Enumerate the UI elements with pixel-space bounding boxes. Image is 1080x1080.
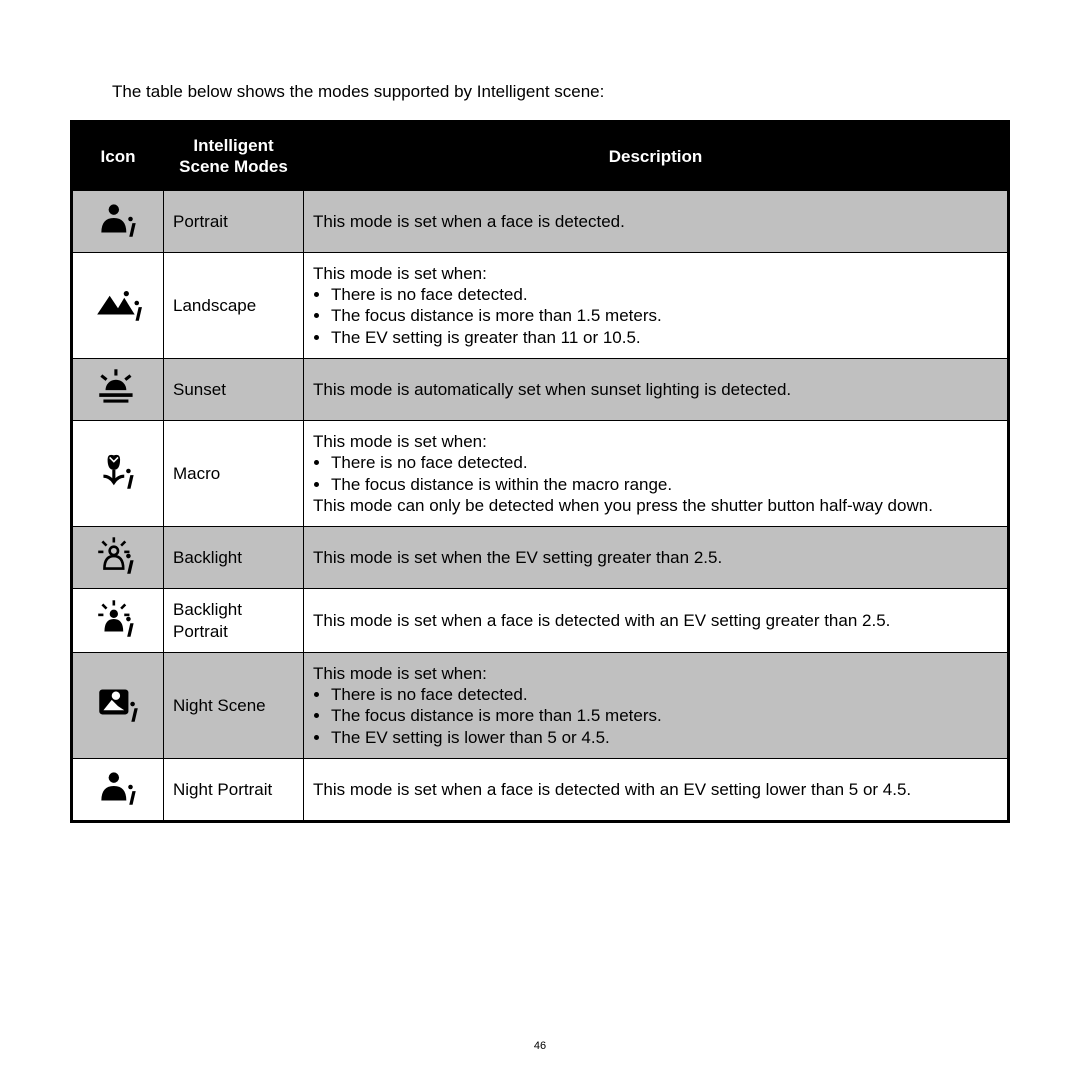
scene-modes-table: Icon Intelligent Scene Modes Description… (70, 120, 1010, 823)
mode-name: Sunset (164, 358, 304, 420)
mode-name: Backlight (164, 527, 304, 589)
table-row: MacroThis mode is set when:There is no f… (72, 421, 1009, 527)
mode-name: Landscape (164, 252, 304, 358)
backlight-portrait-icon (72, 589, 164, 653)
mode-name: Night Portrait (164, 758, 304, 821)
night-portrait-icon (72, 758, 164, 821)
macro-icon (72, 421, 164, 527)
table-row: Backlight PortraitThis mode is set when … (72, 589, 1009, 653)
backlight-icon (72, 527, 164, 589)
mode-description: This mode is set when a face is detected… (304, 758, 1009, 821)
page-number: 46 (0, 1040, 1080, 1052)
mode-description: This mode is set when:There is no face d… (304, 252, 1009, 358)
header-mode: Intelligent Scene Modes (164, 122, 304, 191)
landscape-icon (72, 252, 164, 358)
mode-description: This mode is set when a face is detected… (304, 589, 1009, 653)
mode-description: This mode is automatically set when suns… (304, 358, 1009, 420)
mode-description: This mode is set when the EV setting gre… (304, 527, 1009, 589)
mode-description: This mode is set when a face is detected… (304, 190, 1009, 252)
table-row: BacklightThis mode is set when the EV se… (72, 527, 1009, 589)
night-scene-icon (72, 652, 164, 758)
header-desc: Description (304, 122, 1009, 191)
table-row: Night PortraitThis mode is set when a fa… (72, 758, 1009, 821)
intro-text: The table below shows the modes supporte… (112, 82, 1010, 102)
mode-name: Night Scene (164, 652, 304, 758)
mode-name: Macro (164, 421, 304, 527)
mode-name: Backlight Portrait (164, 589, 304, 653)
table-row: PortraitThis mode is set when a face is … (72, 190, 1009, 252)
mode-description: This mode is set when:There is no face d… (304, 652, 1009, 758)
mode-description: This mode is set when:There is no face d… (304, 421, 1009, 527)
table-row: Night SceneThis mode is set when:There i… (72, 652, 1009, 758)
table-row: LandscapeThis mode is set when:There is … (72, 252, 1009, 358)
sunset-icon (72, 358, 164, 420)
mode-name: Portrait (164, 190, 304, 252)
header-icon: Icon (72, 122, 164, 191)
table-row: SunsetThis mode is automatically set whe… (72, 358, 1009, 420)
portrait-icon (72, 190, 164, 252)
